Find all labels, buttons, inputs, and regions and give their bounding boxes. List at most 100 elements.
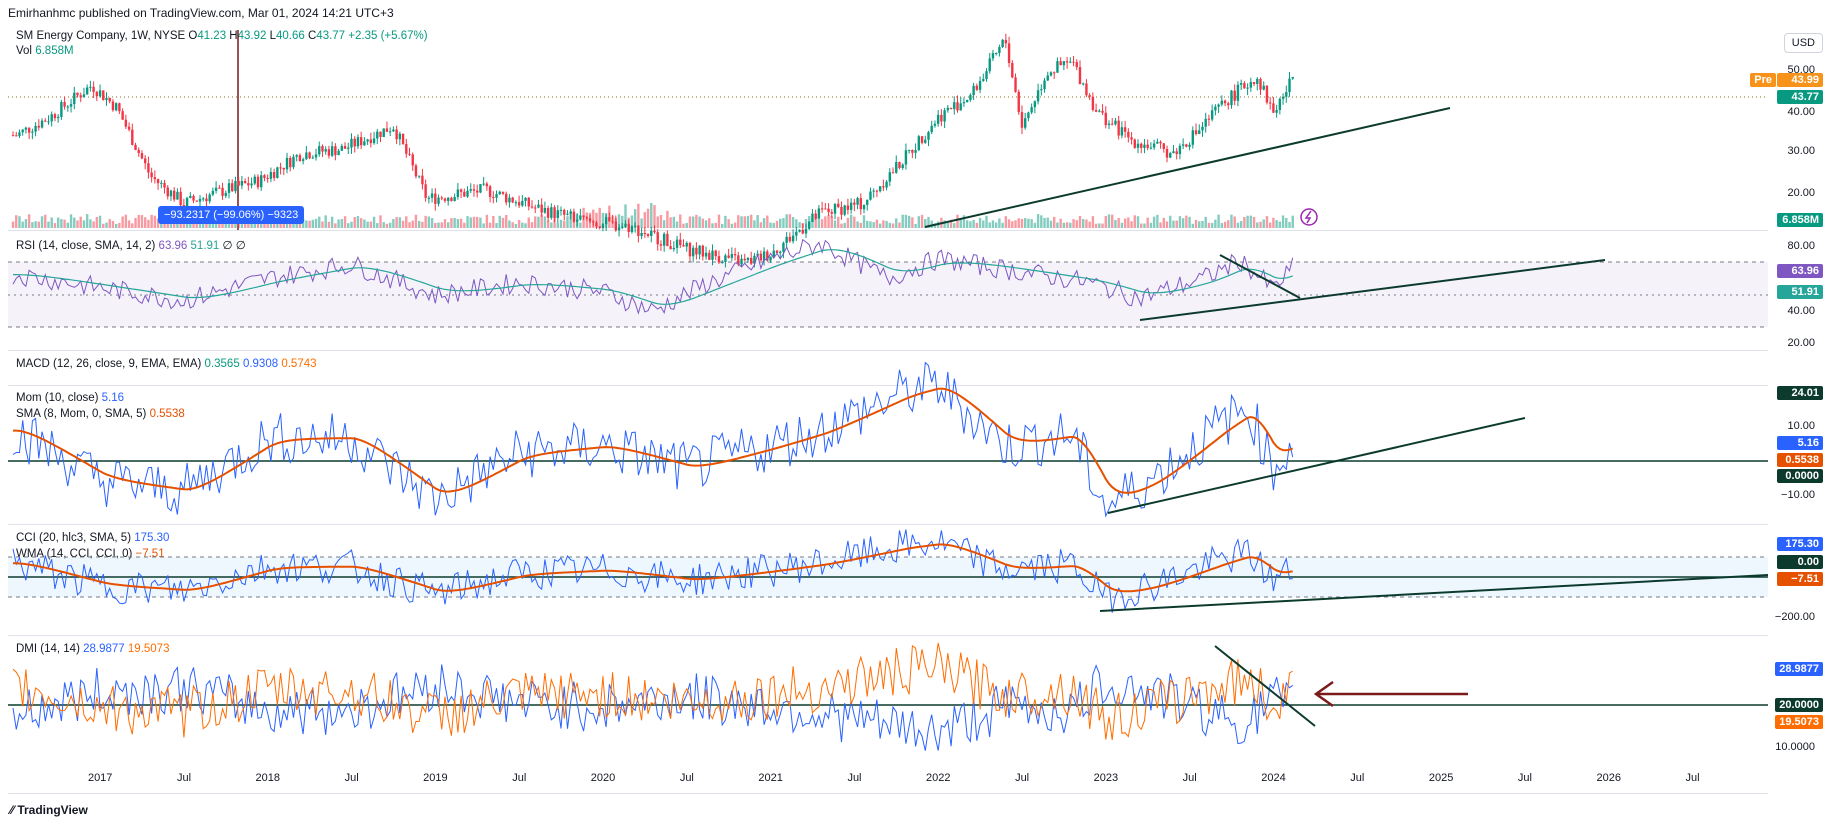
volume-bar xyxy=(659,215,663,228)
price-candle xyxy=(878,186,882,192)
macd-hist-value: 0.3565 xyxy=(204,358,240,370)
open-value: 41.23 xyxy=(197,30,227,42)
price-candle xyxy=(169,190,173,197)
price-candle xyxy=(1075,62,1078,68)
price-candle xyxy=(105,97,108,101)
price-candle xyxy=(243,181,247,184)
volume-bar xyxy=(517,219,521,228)
volume-bar xyxy=(1191,223,1195,228)
price-candle xyxy=(1220,100,1224,105)
dmi-plus-badge: 28.9877 xyxy=(1775,662,1823,676)
dmi-trendline[interactable] xyxy=(1214,645,1316,727)
price-candle xyxy=(798,229,801,232)
pane-separator[interactable] xyxy=(8,385,1768,386)
volume-bar xyxy=(395,217,398,228)
price-candle xyxy=(305,152,308,160)
price-candle xyxy=(1133,139,1136,148)
volume-legend[interactable]: Vol 6.858M xyxy=(16,45,74,57)
tradingview-logo[interactable]: ⁄⁄ TradingView xyxy=(10,803,88,817)
dmi-label: DMI (14, 14) xyxy=(16,643,80,655)
price-candle xyxy=(156,179,160,184)
price-candle xyxy=(1143,144,1146,148)
price-candle xyxy=(463,191,466,197)
rsi-ma-value: 51.91 xyxy=(190,240,220,252)
mom-sma-legend[interactable]: SMA (8, Mom, 0, SMA, 5) 0.5538 xyxy=(16,408,185,420)
volume-bar xyxy=(965,220,969,228)
rsi-trendline-support[interactable] xyxy=(1139,259,1606,321)
volume-bar xyxy=(1040,215,1043,228)
price-candle xyxy=(550,207,553,218)
dmi-legend[interactable]: DMI (14, 14) 28.9877 19.5073 xyxy=(16,643,169,655)
price-candle xyxy=(405,144,408,154)
volume-bar xyxy=(176,220,179,228)
volume-bar xyxy=(237,220,240,228)
volume-bar xyxy=(901,214,904,228)
mom-trendline[interactable] xyxy=(1107,417,1526,514)
volume-bar xyxy=(1198,221,1201,228)
volume-bar xyxy=(1243,217,1246,228)
wma-badge: −7.51 xyxy=(1777,572,1823,586)
price-candle xyxy=(1017,91,1020,113)
volume-bar xyxy=(208,221,211,228)
price-candle xyxy=(24,127,28,130)
volume-bar xyxy=(27,214,31,228)
volume-bar xyxy=(727,219,730,228)
pane-separator[interactable] xyxy=(8,524,1768,525)
lightning-icon[interactable] xyxy=(1300,208,1318,226)
price-candle xyxy=(1272,103,1275,113)
mom-legend[interactable]: Mom (10, close) 5.16 xyxy=(16,392,124,404)
volume-bar xyxy=(459,218,463,228)
price-candle xyxy=(469,189,472,191)
rsi-legend[interactable]: RSI (14, close, SMA, 14, 2) 63.96 51.91 … xyxy=(16,238,246,252)
volume-bar xyxy=(833,220,837,228)
time-axis-label: Jul xyxy=(1685,772,1700,784)
rsi-trendline-resistance[interactable] xyxy=(1219,254,1301,299)
macd-legend[interactable]: MACD (12, 26, close, 9, EMA, EMA) 0.3565… xyxy=(16,358,317,370)
volume-bar xyxy=(353,217,356,228)
price-candle xyxy=(234,180,237,192)
price-candle xyxy=(131,129,134,145)
price-candle xyxy=(646,233,650,236)
price-candle xyxy=(1046,75,1049,81)
price-candle xyxy=(601,224,605,228)
pre-tag: Pre xyxy=(1750,73,1776,87)
price-candle xyxy=(514,202,518,204)
measure-label[interactable]: −93.2317 (−99.06%) −9323 xyxy=(158,206,305,224)
volume-bar xyxy=(566,216,569,228)
price-candle xyxy=(895,162,898,173)
volume-bar xyxy=(363,219,366,228)
volume-bar xyxy=(169,222,173,228)
volume-bar xyxy=(543,216,547,228)
volume-bar xyxy=(356,216,360,228)
volume-bar xyxy=(1023,218,1027,228)
price-candle xyxy=(817,208,821,219)
volume-bar xyxy=(904,214,908,228)
volume-bar xyxy=(994,222,998,228)
volume-bar xyxy=(704,220,708,228)
volume-bar xyxy=(762,218,766,228)
price-candle xyxy=(505,193,508,203)
pane-separator[interactable] xyxy=(8,230,1768,231)
dmi-minus-value: 19.5073 xyxy=(127,643,170,655)
price-trendline[interactable] xyxy=(924,107,1451,228)
price-candle xyxy=(501,191,505,194)
volume-bar xyxy=(1091,216,1095,228)
volume-bar xyxy=(31,222,34,228)
price-legend[interactable]: SM Energy Company, 1W, NYSE O41.23 H43.9… xyxy=(16,30,428,42)
pane-separator[interactable] xyxy=(8,635,1768,636)
cci-trendline[interactable] xyxy=(1099,574,1769,612)
price-candle xyxy=(711,250,714,260)
price-candle xyxy=(572,211,576,222)
price-candle xyxy=(18,132,21,136)
price-candle xyxy=(1078,67,1082,85)
volume-bar xyxy=(695,214,698,228)
cci-legend[interactable]: CCI (20, hlc3, SMA, 5) 175.30 xyxy=(16,532,169,544)
volume-bar xyxy=(788,214,792,228)
price-candle xyxy=(295,155,298,157)
volume-bar xyxy=(1230,214,1233,228)
price-candle xyxy=(208,194,211,202)
currency-button[interactable]: USD xyxy=(1783,33,1823,53)
pane-separator[interactable] xyxy=(8,350,1768,351)
price-candle xyxy=(766,251,769,261)
